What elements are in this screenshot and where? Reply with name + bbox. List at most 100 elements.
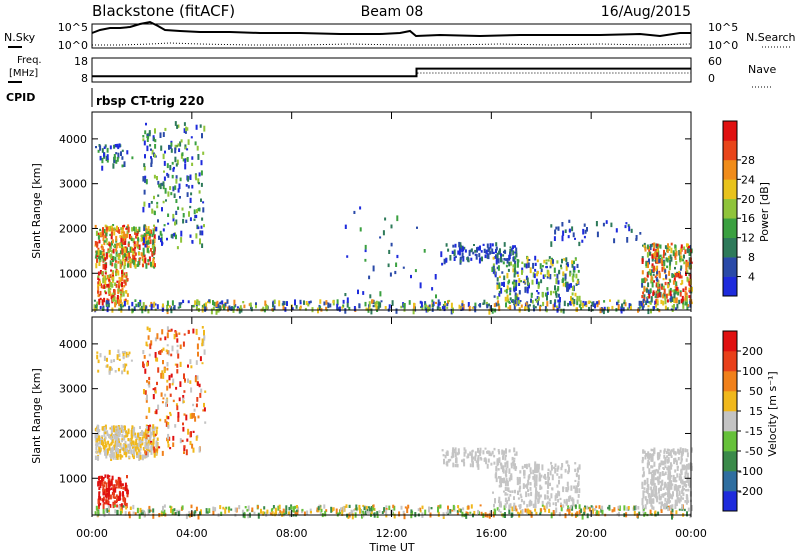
echo-cell: [549, 300, 552, 304]
echo-cell: [515, 451, 518, 456]
echo-cell: [153, 211, 156, 216]
echo-cell: [103, 240, 106, 243]
echo-cell: [446, 303, 449, 307]
echo-cell: [651, 264, 654, 269]
echo-cell: [164, 419, 167, 423]
echo-cell: [185, 219, 188, 223]
echo-cell: [498, 508, 501, 512]
echo-cell: [686, 276, 689, 282]
freq-label-line2: [MHz]: [9, 68, 38, 79]
echo-cell: [483, 458, 486, 462]
echo-cell: [471, 457, 474, 463]
echo-cell: [126, 434, 128, 438]
echo-cell: [122, 491, 124, 497]
x-tick-label: 04:00: [176, 527, 208, 540]
echo-cell: [557, 293, 560, 298]
echo-cell: [161, 241, 163, 246]
echo-cell: [107, 491, 110, 497]
echo-cell: [139, 307, 142, 310]
echo-cell: [516, 511, 519, 514]
echo-cell: [319, 299, 322, 304]
echo-cell: [126, 299, 129, 305]
echo-cell: [161, 207, 163, 212]
echo-cell: [687, 488, 690, 492]
echo-cell: [507, 306, 510, 309]
echo-cell: [156, 201, 159, 205]
echo-cell: [130, 429, 133, 436]
echo-cell: [566, 283, 569, 289]
echo-cell: [526, 286, 529, 292]
echo-cell: [152, 394, 155, 400]
echo-cell: [615, 228, 618, 233]
echo-cell: [122, 356, 125, 360]
echo-cell: [476, 247, 478, 253]
echo-cell: [674, 499, 677, 506]
echo-cell: [547, 259, 550, 262]
echo-cell: [106, 488, 108, 493]
echo-cell: [121, 149, 124, 152]
echo-cell: [173, 193, 176, 198]
echo-cell: [167, 416, 170, 420]
echo-cell: [119, 506, 122, 511]
echo-cell: [114, 444, 117, 447]
echo-cell: [677, 288, 680, 293]
echo-cell: [161, 349, 163, 353]
echo-cell: [673, 451, 675, 455]
echo-cell: [127, 243, 130, 247]
echo-cell: [578, 295, 581, 302]
echo-cell: [163, 224, 166, 227]
echo-cell: [456, 452, 459, 456]
echo-cell: [474, 455, 477, 461]
echo-cell: [342, 299, 345, 304]
echo-cell: [193, 511, 196, 517]
echo-cell: [668, 474, 671, 480]
echo-cell: [173, 333, 176, 340]
echo-cell: [674, 252, 677, 259]
echo-cell: [648, 468, 651, 475]
echo-cell: [106, 158, 109, 163]
echo-cell: [198, 182, 200, 185]
echo-cell: [654, 259, 657, 262]
echo-cell: [511, 281, 514, 285]
echo-cell: [199, 392, 202, 398]
echo-cell: [173, 508, 176, 512]
echo-cell: [359, 507, 361, 514]
echo-cell: [113, 296, 116, 302]
echo-cell: [199, 124, 202, 128]
echo-cell: [161, 303, 164, 308]
echo-cell: [539, 306, 541, 312]
echo-cell: [306, 510, 309, 516]
echo-cell: [574, 257, 577, 260]
echo-cell: [476, 460, 479, 466]
echo-cell: [547, 272, 550, 277]
echo-cell: [95, 254, 98, 258]
echo-cell: [586, 513, 589, 519]
echo-cell: [388, 505, 391, 511]
echo-cell: [456, 463, 459, 468]
echo-cell: [574, 504, 577, 508]
echo-cell: [146, 394, 148, 401]
echo-cell: [115, 494, 118, 497]
echo-cell: [94, 256, 97, 259]
echo-cell: [462, 459, 465, 464]
echo-cell: [652, 453, 655, 457]
echo-cell: [139, 507, 142, 513]
echo-cell: [675, 281, 678, 286]
echo-cell: [524, 464, 526, 468]
echo-cell: [110, 433, 113, 439]
echo-cell: [675, 502, 678, 507]
echo-cell: [540, 279, 543, 284]
echo-cell: [446, 451, 449, 456]
echo-cell: [155, 441, 158, 447]
echo-cell: [617, 505, 620, 509]
colorbar-tick-label: 28: [741, 154, 755, 167]
echo-cell: [664, 252, 667, 256]
echo-cell: [656, 299, 659, 304]
echo-cell: [535, 468, 538, 473]
echo-cell: [226, 299, 229, 304]
echo-cell: [451, 509, 454, 512]
echo-cell: [523, 469, 525, 476]
echo-cell: [500, 463, 503, 470]
colorbar-swatch: [723, 331, 737, 352]
echo-cell: [104, 262, 107, 265]
